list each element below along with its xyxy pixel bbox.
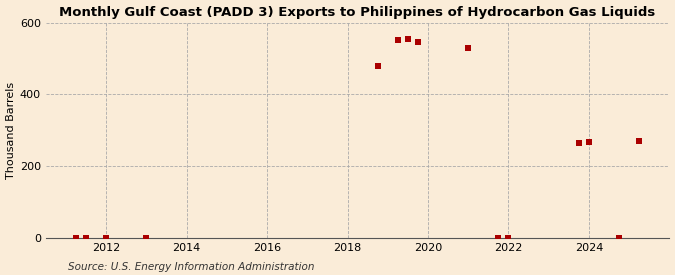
Point (493, 235, 504, 240)
Point (574, 141, 585, 145)
Text: Source: U.S. Energy Information Administration: Source: U.S. Energy Information Administ… (68, 262, 314, 272)
Y-axis label: Thousand Barrels: Thousand Barrels (5, 82, 16, 179)
Point (392, 38, 403, 43)
Point (584, 140, 595, 144)
Point (463, 45, 474, 50)
Title: Monthly Gulf Coast (PADD 3) Exports to Philippines of Hydrocarbon Gas Liquids: Monthly Gulf Coast (PADD 3) Exports to P… (59, 6, 655, 18)
Point (141, 235, 152, 240)
Point (70, 235, 81, 240)
Point (634, 139, 645, 143)
Point (503, 235, 514, 240)
Point (80, 235, 91, 240)
Point (402, 37, 413, 41)
Point (412, 40, 423, 45)
Point (373, 64, 383, 68)
Point (614, 235, 624, 240)
Point (101, 235, 111, 240)
